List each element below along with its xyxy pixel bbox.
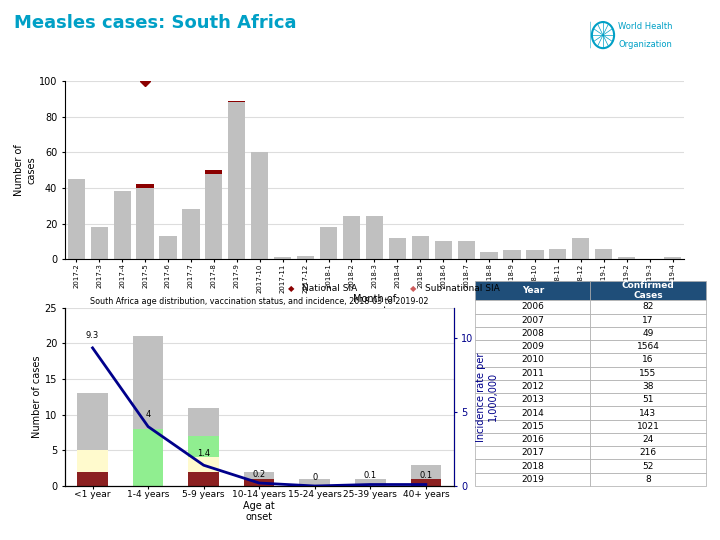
Bar (77, 393, 108, 450)
Bar (77, 450, 108, 472)
Bar (389, 238, 406, 259)
Text: 9.3: 9.3 (86, 332, 99, 340)
Bar (410, 464, 441, 479)
Bar (205, 174, 222, 259)
Bar (320, 227, 337, 259)
Bar (503, 250, 521, 259)
Text: National SIA: National SIA (302, 285, 358, 293)
Text: 0.2: 0.2 (253, 470, 266, 478)
Bar (133, 429, 163, 486)
Bar (91, 227, 108, 259)
Y-axis label: Number of cases: Number of cases (32, 356, 42, 438)
Bar (300, 479, 330, 486)
X-axis label: Month of
onset: Month of onset (353, 294, 396, 316)
Y-axis label: Number of
cases: Number of cases (14, 144, 36, 196)
Text: 0.1: 0.1 (419, 471, 433, 480)
Bar (228, 103, 246, 259)
Bar (412, 236, 429, 259)
Bar (297, 255, 314, 259)
Bar (618, 258, 635, 259)
Text: Sub-national SIA: Sub-national SIA (425, 285, 500, 293)
Text: Organization: Organization (618, 39, 672, 49)
Bar (137, 188, 153, 259)
Bar (595, 248, 612, 259)
Bar (189, 457, 219, 472)
Text: ◆: ◆ (410, 285, 417, 293)
Bar (182, 210, 199, 259)
Text: 1.4: 1.4 (197, 449, 210, 458)
Bar (189, 472, 219, 486)
Bar (68, 179, 85, 259)
Legend: Discarded, Clinical, Epi, Lab: Discarded, Clinical, Epi, Lab (69, 314, 129, 358)
Bar (189, 436, 219, 457)
Bar (114, 192, 131, 259)
Bar (77, 472, 108, 486)
Bar (274, 258, 292, 259)
X-axis label: Age at
onset: Age at onset (243, 501, 275, 522)
Text: 0.1: 0.1 (364, 471, 377, 480)
Y-axis label: Incidence rate per
1,000,000: Incidence rate per 1,000,000 (476, 352, 498, 442)
Bar (457, 241, 474, 259)
Bar (205, 170, 222, 174)
Bar (189, 408, 219, 436)
Title: South Africa age distribution, vaccination status, and incidence, 2018-03 to 201: South Africa age distribution, vaccinati… (90, 296, 428, 306)
Bar (244, 479, 274, 486)
Text: Measles cases: South Africa: Measles cases: South Africa (14, 14, 297, 31)
Bar (355, 479, 386, 486)
Bar (526, 250, 544, 259)
Bar (572, 238, 590, 259)
Bar (228, 100, 246, 103)
Bar (664, 258, 681, 259)
Bar (137, 184, 153, 188)
Text: ◆: ◆ (288, 285, 294, 293)
Text: World Health: World Health (618, 22, 672, 31)
Bar (251, 152, 269, 259)
Text: 0: 0 (312, 472, 318, 482)
Bar (435, 241, 452, 259)
Bar (133, 336, 163, 429)
Bar (159, 236, 176, 259)
Bar (343, 217, 360, 259)
Bar (549, 248, 567, 259)
Text: 4: 4 (145, 410, 150, 419)
Bar (410, 479, 441, 486)
Bar (480, 252, 498, 259)
Bar (244, 472, 274, 479)
Bar (366, 217, 383, 259)
